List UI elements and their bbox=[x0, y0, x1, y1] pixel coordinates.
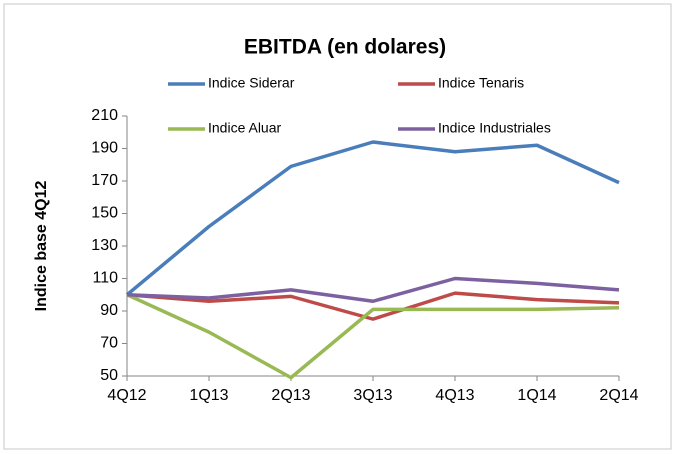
chart-border bbox=[3, 3, 672, 450]
y-tick-label: 210 bbox=[91, 107, 118, 124]
x-tick-label: 1Q14 bbox=[517, 387, 556, 404]
legend-label: Indice Siderar bbox=[208, 75, 295, 91]
y-tick-label: 130 bbox=[91, 237, 118, 254]
y-tick-label: 110 bbox=[92, 270, 118, 287]
y-tick-label: 70 bbox=[100, 335, 118, 352]
y-tick-label: 90 bbox=[100, 302, 118, 319]
y-tick-label: 50 bbox=[100, 367, 118, 384]
x-tick-label: 4Q13 bbox=[435, 387, 474, 404]
x-tick-label: 2Q13 bbox=[271, 387, 310, 404]
legend-label: Indice Industriales bbox=[438, 120, 551, 136]
legend-label: Indice Tenaris bbox=[438, 75, 524, 91]
y-tick-label: 170 bbox=[91, 172, 118, 189]
series-line bbox=[125, 140, 620, 297]
series-line bbox=[126, 276, 620, 303]
y-axis-label: Indice base 4Q12 bbox=[33, 181, 50, 312]
series-line bbox=[126, 293, 620, 380]
series-line bbox=[126, 291, 620, 321]
x-tick-label: 2Q14 bbox=[599, 387, 638, 404]
y-tick-label: 150 bbox=[91, 205, 118, 222]
x-tick-label: 4Q12 bbox=[107, 387, 146, 404]
legend-label: Indice Aluar bbox=[208, 120, 281, 136]
y-tick-label: 190 bbox=[91, 140, 118, 157]
chart-title: EBITDA (en dolares) bbox=[244, 36, 446, 59]
x-tick-label: 3Q13 bbox=[353, 387, 392, 404]
x-tick-label: 1Q13 bbox=[189, 387, 228, 404]
